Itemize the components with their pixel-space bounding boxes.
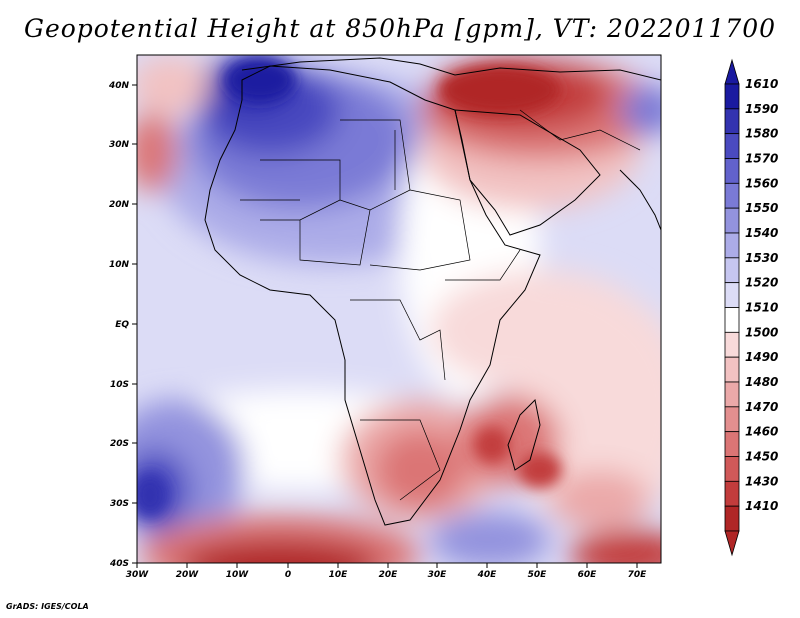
colorbar-cell	[724, 431, 740, 457]
lon-tick-label: 70E	[628, 570, 648, 580]
colorbar-cell	[724, 456, 740, 482]
colorbar-cell	[724, 257, 740, 284]
lat-tick-label: 10S	[110, 380, 129, 390]
colorbar-label: 1520	[745, 276, 778, 290]
colorbar-label: 1490	[745, 350, 778, 364]
country-borders	[240, 109, 641, 501]
coastline	[204, 57, 661, 526]
lon-tick-label: 30W	[126, 570, 150, 580]
lon-tick-label: 0	[285, 570, 291, 580]
colorbar-label: 1610	[745, 77, 778, 91]
colorbar-label: 1460	[745, 425, 778, 439]
colorbar-label: 1500	[745, 325, 778, 339]
lon-tick-label: 60E	[578, 570, 598, 580]
lat-axis: 40N 30N 20N 10N EQ 10S 20S 30S 40S	[108, 81, 137, 569]
lon-tick-label: 30E	[428, 570, 448, 580]
colorbar-label: 1570	[745, 152, 778, 166]
colorbar-cell	[724, 406, 740, 433]
colorbar-label: 1480	[745, 375, 778, 389]
lon-tick-label: 20W	[176, 570, 200, 580]
chart-title: Geopotential Height at 850hPa [gpm], VT:…	[23, 14, 777, 43]
colorbar-cell	[724, 356, 740, 383]
lon-axis: 30W 20W 10W 0 10E 20E 30E 40E 50E 60E 70…	[126, 563, 647, 580]
colorbar-label: 1590	[745, 102, 778, 116]
colorbar-cell	[724, 133, 740, 159]
lon-tick-label: 40E	[477, 570, 498, 580]
colorbar-label: 1410	[745, 499, 778, 513]
colorbar-cell	[724, 307, 740, 333]
credit-text: GrADS: IGES/COLA	[6, 602, 89, 611]
colorbar-label: 1470	[745, 400, 778, 414]
colorbar-cell	[724, 282, 740, 308]
colorbar-arrow-bottom	[724, 530, 740, 557]
colorbar-label: 1560	[745, 176, 778, 190]
lat-tick-label: 20S	[110, 439, 129, 449]
lat-tick-label: 40S	[109, 559, 129, 569]
lon-tick-label: 10E	[329, 570, 349, 580]
colorbar-cell	[724, 182, 740, 209]
colorbar-label: 1450	[745, 450, 778, 464]
colorbar-label: 1510	[745, 301, 778, 315]
lon-tick-label: 20E	[379, 570, 399, 580]
colorbar-cell	[724, 158, 740, 184]
colorbar: 1610 1590 1580 1570 1560 1550 1540 1530 1520 1510…	[724, 58, 778, 557]
lat-tick-label: 40N	[108, 81, 130, 91]
lat-tick-label: EQ	[115, 320, 129, 330]
lon-tick-label: 50E	[528, 570, 548, 580]
colorbar-label: 1540	[745, 226, 778, 240]
height-field	[137, 55, 661, 563]
colorbar-label: 1430	[745, 474, 778, 488]
lat-tick-label: 30N	[109, 140, 130, 150]
colorbar-label: 1530	[745, 251, 778, 265]
colorbar-arrow-top	[724, 58, 740, 85]
map-frame	[136, 54, 662, 564]
colorbar-cell	[724, 505, 740, 532]
colorbar-cell	[724, 331, 740, 358]
colorbar-label: 1550	[745, 201, 778, 215]
colorbar-label: 1580	[745, 127, 778, 141]
colorbar-cell	[724, 83, 740, 110]
colorbar-cell	[724, 381, 740, 408]
colorbar-cell	[724, 207, 740, 234]
lon-tick-label: 10W	[226, 570, 250, 580]
colorbar-cell	[724, 232, 740, 259]
colorbar-cell	[724, 108, 740, 135]
lat-tick-label: 10N	[109, 260, 130, 270]
colorbar-cell	[724, 480, 740, 507]
lat-tick-label: 20N	[109, 200, 130, 210]
lat-tick-label: 30S	[110, 499, 129, 509]
